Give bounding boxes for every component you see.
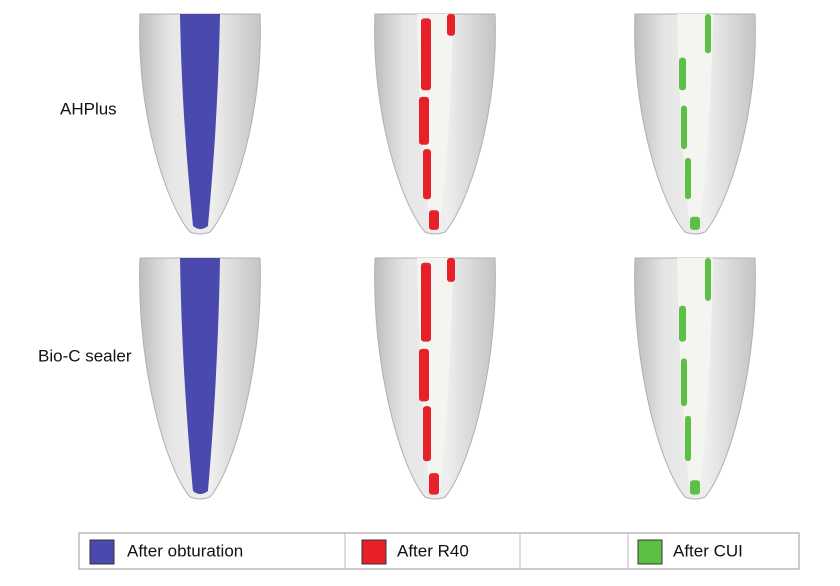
residual-sealer bbox=[421, 263, 431, 342]
residual-sealer bbox=[690, 480, 700, 494]
residual-sealer bbox=[705, 258, 711, 301]
residual-sealer bbox=[447, 14, 455, 36]
residual-sealer bbox=[690, 217, 700, 230]
legend-swatch bbox=[638, 540, 662, 564]
figure: AHPlus Bio-C sealer After obturation Aft… bbox=[0, 0, 840, 581]
residual-sealer bbox=[705, 14, 711, 53]
residual-sealer bbox=[429, 210, 439, 230]
row-label: Bio-C sealer bbox=[38, 346, 132, 365]
legend-swatch bbox=[362, 540, 386, 564]
residual-sealer bbox=[679, 306, 686, 342]
residual-sealer bbox=[447, 258, 455, 282]
residual-sealer bbox=[423, 149, 431, 199]
residual-sealer bbox=[421, 18, 431, 90]
legend-label: After CUI bbox=[673, 541, 743, 560]
residual-sealer bbox=[681, 106, 687, 150]
legend-swatch bbox=[90, 540, 114, 564]
residual-sealer bbox=[679, 58, 686, 91]
residual-sealer bbox=[419, 349, 429, 402]
residual-sealer bbox=[685, 158, 691, 199]
legend: After obturation After R40 After CUI bbox=[79, 533, 799, 569]
residual-sealer bbox=[419, 97, 429, 145]
page: AHPlus Bio-C sealer After obturation Aft… bbox=[0, 0, 840, 586]
legend-label: After R40 bbox=[397, 541, 469, 560]
residual-sealer bbox=[423, 406, 431, 461]
residual-sealer bbox=[685, 416, 691, 461]
residual-sealer bbox=[681, 358, 687, 406]
residual-sealer bbox=[429, 473, 439, 495]
legend-label: After obturation bbox=[127, 541, 243, 560]
row-label: AHPlus bbox=[60, 99, 117, 118]
